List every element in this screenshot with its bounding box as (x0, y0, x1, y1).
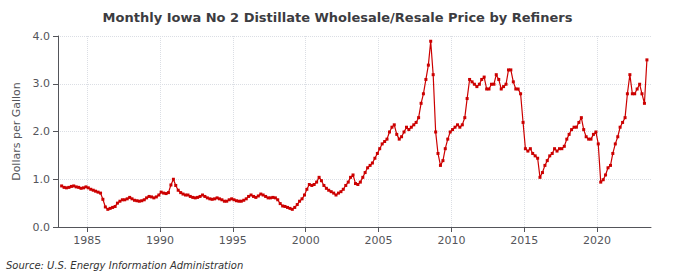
svg-text:2015: 2015 (510, 234, 538, 247)
svg-text:4.0: 4.0 (33, 30, 51, 43)
svg-text:2010: 2010 (437, 234, 465, 247)
svg-text:1.0: 1.0 (33, 173, 51, 186)
svg-text:2020: 2020 (583, 234, 611, 247)
svg-text:1995: 1995 (219, 234, 247, 247)
svg-text:Dollars per Gallon: Dollars per Gallon (10, 82, 23, 181)
svg-text:Monthly Iowa No 2 Distillate W: Monthly Iowa No 2 Distillate Wholesale/R… (103, 10, 573, 25)
svg-text:1985: 1985 (73, 234, 101, 247)
svg-text:1990: 1990 (146, 234, 174, 247)
svg-text:3.0: 3.0 (33, 77, 51, 90)
svg-text:2.0: 2.0 (33, 125, 51, 138)
svg-text:0.0: 0.0 (33, 221, 51, 234)
svg-text:2000: 2000 (292, 234, 320, 247)
svg-text:Source: U.S. Energy Informatio: Source: U.S. Energy Information Administ… (6, 260, 243, 271)
svg-text:2005: 2005 (365, 234, 393, 247)
